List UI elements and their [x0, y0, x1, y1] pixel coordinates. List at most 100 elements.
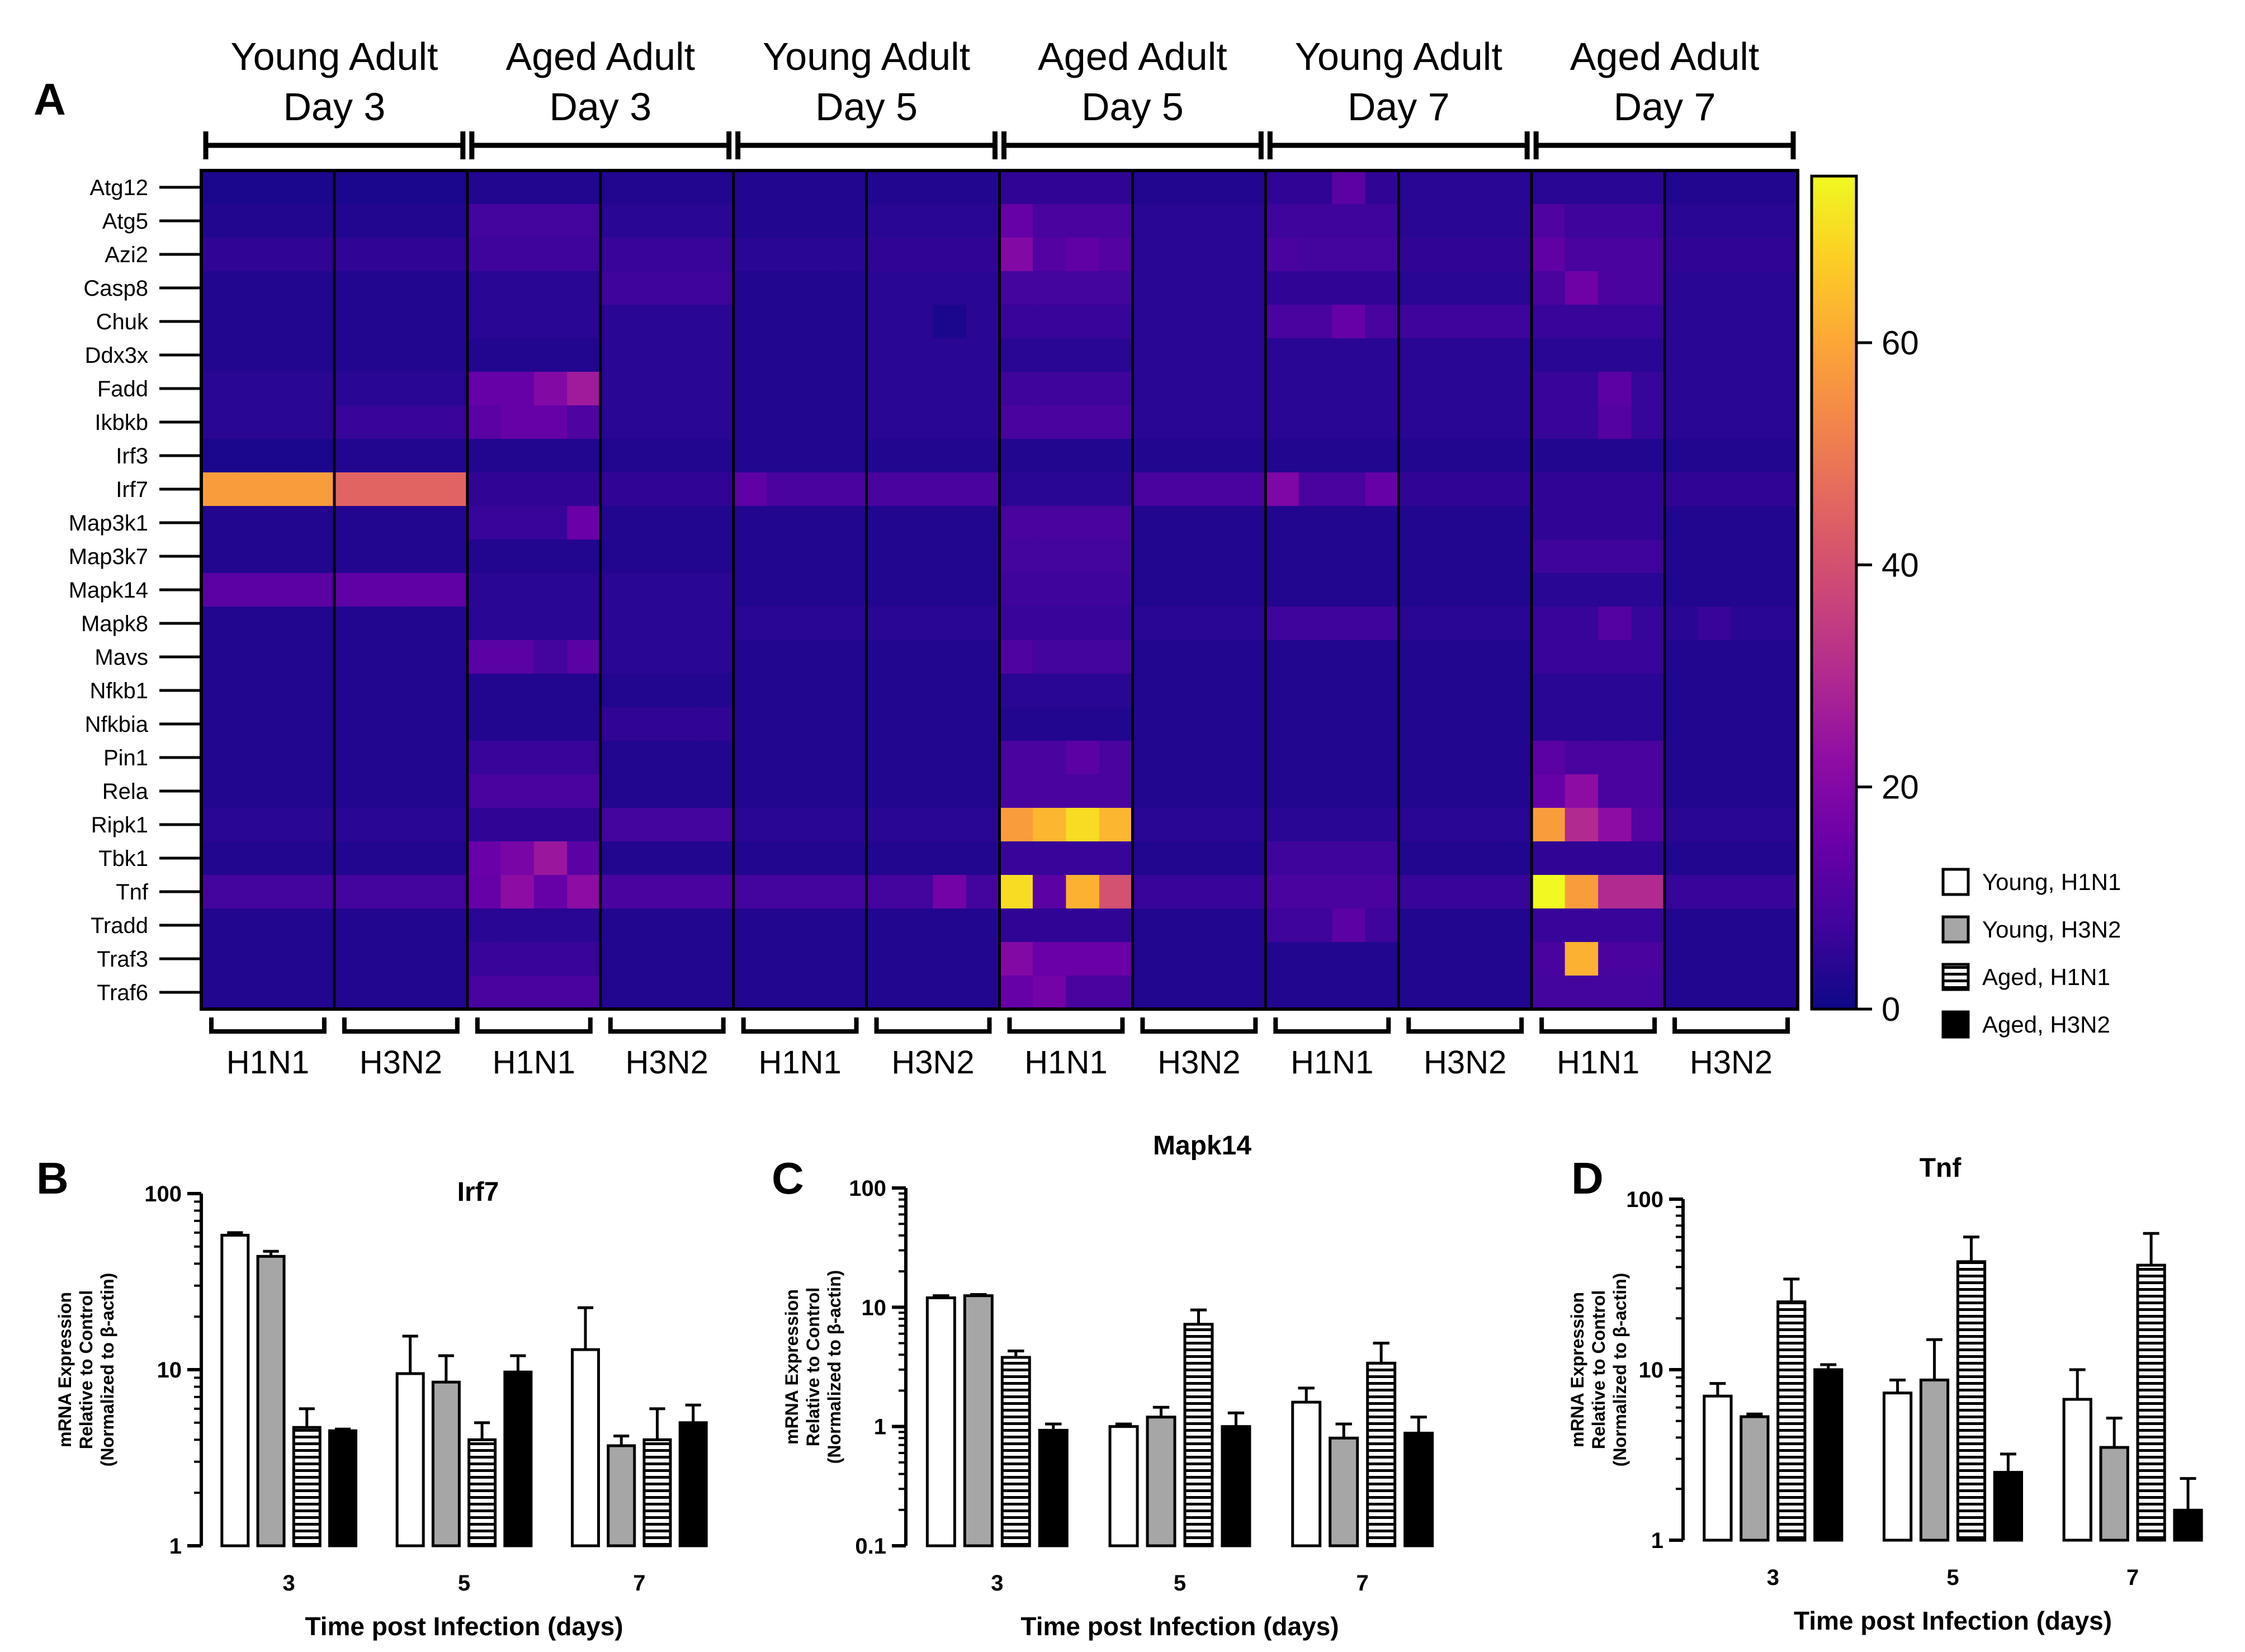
- heatmap-cell: [1365, 774, 1399, 808]
- heatmap-cell: [1265, 607, 1299, 641]
- heatmap-cell: [1298, 875, 1332, 909]
- heatmap-cell: [533, 405, 568, 439]
- heatmap-cell: [1265, 405, 1299, 439]
- heatmap-cell: [1265, 942, 1299, 976]
- heatmap-cell: [833, 238, 867, 272]
- panel-label-d: D: [1571, 1153, 1604, 1203]
- heatmap-cell: [767, 238, 801, 272]
- heatmap-cell: [1265, 841, 1299, 875]
- heatmap-cell: [467, 238, 501, 272]
- heatmap-cell: [1298, 976, 1332, 1010]
- bar: [607, 1444, 636, 1547]
- heatmap-cell: [1265, 976, 1299, 1010]
- heatmap-cell: [1066, 204, 1100, 238]
- heatmap-cell: [1431, 942, 1466, 976]
- heatmap-cell: [301, 607, 335, 641]
- heatmap-cell: [1532, 573, 1566, 607]
- heatmap-cell: [667, 774, 701, 808]
- heatmap-cell: [1565, 741, 1599, 775]
- heatmap-cell: [1332, 472, 1366, 507]
- heatmap-cell: [1365, 171, 1399, 205]
- heatmap-cell: [866, 439, 900, 473]
- heatmap-cell: [833, 204, 867, 238]
- heatmap-cell: [1498, 741, 1532, 775]
- heatmap-cell: [1099, 707, 1133, 741]
- heatmap-cell: [999, 238, 1033, 272]
- heatmap-cell: [833, 875, 867, 909]
- heatmap-cell: [1232, 707, 1266, 741]
- heatmap-cell: [1066, 607, 1100, 641]
- heatmap-cell: [400, 942, 434, 976]
- heatmap-cell: [1665, 674, 1699, 708]
- heatmap-cell: [933, 405, 967, 439]
- heatmap-cell: [267, 841, 302, 875]
- gene-label: Mapk14: [69, 578, 148, 603]
- heatmap-cell: [1698, 640, 1732, 674]
- heatmap-cell: [1199, 204, 1233, 238]
- heatmap-cell: [267, 271, 302, 305]
- group-title-line2: Day 3: [549, 85, 651, 129]
- heatmap-cell: [267, 171, 302, 205]
- heatmap-cell: [1398, 238, 1433, 272]
- heatmap-cell: [267, 439, 302, 473]
- heatmap-cell: [467, 372, 501, 406]
- bar: [1183, 1323, 1214, 1547]
- heatmap-cell: [533, 774, 568, 808]
- heatmap-cell: [1398, 506, 1433, 540]
- heatmap-cell: [1598, 674, 1632, 708]
- heatmap-cell: [367, 976, 401, 1010]
- heatmap-cell: [400, 674, 434, 708]
- heatmap-cell: [1764, 238, 1798, 272]
- heatmap-cell: [1631, 674, 1665, 708]
- heatmap-cell: [1332, 808, 1366, 842]
- heatmap-cell: [733, 171, 767, 205]
- heatmap-cell: [1365, 942, 1399, 976]
- heatmap-cell: [999, 707, 1033, 741]
- heatmap-cell: [1465, 741, 1499, 775]
- heatmap-cell: [467, 573, 501, 607]
- heatmap-cell: [1332, 607, 1366, 641]
- heatmap-cell: [600, 976, 634, 1010]
- heatmap-cell: [500, 741, 535, 775]
- heatmap-cell: [434, 875, 468, 909]
- heatmap-cell: [1465, 674, 1499, 708]
- heatmap-cell: [1565, 707, 1599, 741]
- heatmap-cell: [367, 908, 401, 943]
- bar: [678, 1421, 708, 1547]
- heatmap-cell: [900, 573, 934, 607]
- heatmap-cell: [267, 506, 302, 540]
- heatmap-cell: [933, 808, 967, 842]
- heatmap-cell: [1298, 338, 1332, 372]
- gene-label: Nfkbia: [85, 712, 149, 737]
- bar: [1403, 1432, 1434, 1547]
- heatmap-cell: [1032, 707, 1067, 741]
- heatmap-cell: [201, 506, 235, 540]
- heatmap-cell: [1398, 305, 1433, 339]
- heatmap-cell: [567, 841, 601, 875]
- heatmap-cell: [1099, 539, 1133, 574]
- heatmap-cell: [1598, 506, 1632, 540]
- heatmap-cell: [434, 774, 468, 808]
- heatmap-cell: [1498, 942, 1532, 976]
- heatmap-cell: [567, 875, 601, 909]
- heatmap-cells: [201, 171, 1798, 1010]
- heatmap-cell: [234, 875, 268, 909]
- heatmap-cell: [400, 741, 434, 775]
- heatmap-cell: [1764, 741, 1798, 775]
- heatmap-cell: [500, 875, 535, 909]
- heatmap-cell: [1298, 640, 1332, 674]
- heatmap-cell: [1565, 942, 1599, 976]
- heatmap-cell: [367, 942, 401, 976]
- heatmap-cell: [933, 372, 967, 406]
- heatmap-cell: [767, 305, 801, 339]
- heatmap-cell: [866, 573, 900, 607]
- heatmap-cell: [1232, 472, 1266, 507]
- heatmap-cell: [1332, 539, 1366, 574]
- heatmap-cell: [400, 908, 434, 943]
- y-axis-label-line: Relative to Control: [76, 1290, 96, 1449]
- heatmap-cell: [400, 875, 434, 909]
- heatmap-cell: [434, 573, 468, 607]
- heatmap-cell: [800, 439, 834, 473]
- heatmap-cell: [1731, 539, 1765, 574]
- heatmap-cell: [1665, 640, 1699, 674]
